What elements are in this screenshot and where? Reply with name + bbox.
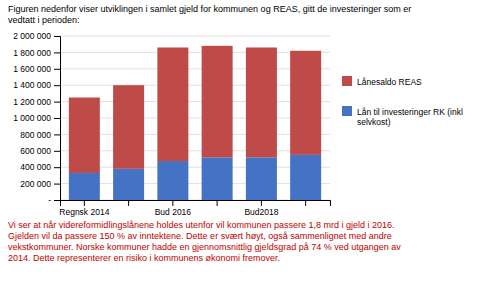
- series: [69, 155, 321, 200]
- tick-label: -: [48, 195, 51, 205]
- grid-line: [60, 167, 330, 168]
- tick: Bud 2016: [155, 200, 192, 217]
- tick-mark: [54, 52, 60, 53]
- tick-label: 800 000: [20, 130, 51, 140]
- x-axis: Regnsk 2014 Bud 2016 Bud2018: [59, 200, 330, 217]
- bar: [157, 47, 188, 161]
- plot: - 200 000 400 000 600 000 800 000 1 000 000 1 …: [13, 31, 330, 217]
- tick: 2 000 000: [13, 31, 60, 41]
- tick-mark: [54, 167, 60, 168]
- series: [69, 46, 321, 173]
- legend-item: Lån til investeringer RK (inklselvkost): [342, 106, 463, 127]
- tick-mark: [54, 200, 60, 201]
- tick: Regnsk 2014: [59, 200, 109, 217]
- tick-label: 1 200 000: [13, 97, 51, 107]
- tick: 600 000: [20, 146, 60, 156]
- legend-swatch: [342, 106, 352, 116]
- axis-line: [61, 201, 331, 207]
- tick-mark: [54, 151, 60, 152]
- legend-item: Lånesaldo REAS: [342, 76, 422, 87]
- legend-label: Lån til investeringer RK (inklselvkost): [357, 107, 463, 127]
- grid-line: [60, 52, 330, 53]
- text-line: 2014. Dette representerer en risiko i ko…: [8, 253, 280, 263]
- grid-line: [60, 68, 330, 69]
- bar: [246, 47, 277, 157]
- tick-mark: [54, 85, 60, 86]
- tick-label: Bud2018: [244, 207, 278, 217]
- tick-label: 400 000: [20, 162, 51, 172]
- tick-mark: [54, 69, 60, 70]
- text-line: Lån til investeringer RK (inkl: [357, 107, 463, 117]
- tick: 200 000: [20, 179, 60, 189]
- tick: [305, 200, 306, 206]
- text-line: Lånesaldo REAS: [357, 77, 422, 87]
- tick-mark: [54, 36, 60, 37]
- tick-label: Bud 2016: [155, 207, 192, 217]
- tick-mark: [84, 200, 85, 206]
- tick-label: 200 000: [20, 179, 51, 189]
- title: Figuren nedenfor viser utviklingen i sam…: [8, 4, 411, 25]
- tick: 400 000: [20, 162, 60, 172]
- text-line: selvkost): [357, 117, 391, 127]
- bar: [113, 169, 144, 200]
- grid-line: [60, 183, 330, 184]
- tick-mark: [261, 200, 262, 206]
- tick: 1 000 000: [13, 113, 60, 123]
- text-line: Vi ser at når videreformidlingslånene ho…: [8, 220, 395, 230]
- tick-label: 2 000 000: [13, 31, 51, 41]
- grid: [60, 36, 330, 200]
- bars: [69, 46, 321, 200]
- grid-line: [60, 150, 330, 151]
- bar: [69, 98, 100, 173]
- tick: 1 200 000: [13, 97, 60, 107]
- tick-mark: [54, 118, 60, 119]
- tick: 800 000: [20, 130, 60, 140]
- tick: 1 400 000: [13, 80, 60, 90]
- chart: Figuren nedenfor viser utviklingen i sam…: [0, 0, 504, 297]
- tick-mark: [305, 200, 306, 206]
- bar: [290, 51, 321, 155]
- legend: Lånesaldo REAS Lån til investeringer RK (…: [342, 76, 463, 127]
- grid-line: [60, 85, 330, 86]
- tick: -: [48, 195, 60, 205]
- tick: 1 800 000: [13, 48, 60, 58]
- bar: [113, 85, 144, 169]
- y-axis: - 200 000 400 000 600 000 800 000 1 000 000 1 …: [13, 31, 60, 205]
- tick-mark: [217, 200, 218, 206]
- tick-label: 1 000 000: [13, 113, 51, 123]
- tick-label: 1 800 000: [13, 48, 51, 58]
- tick: 1 600 000: [13, 64, 60, 74]
- tick-mark: [54, 134, 60, 135]
- axis-line: [54, 37, 61, 201]
- tick-label: 1 400 000: [13, 80, 51, 90]
- grid-line: [60, 101, 330, 102]
- tick-mark: [172, 200, 173, 206]
- legend-swatch: [342, 76, 352, 86]
- tick-label: 600 000: [20, 146, 51, 156]
- text-line: vekstkommuner. Norske kommuner hadde en …: [8, 242, 401, 252]
- grid-line: [60, 118, 330, 119]
- bar: [69, 173, 100, 200]
- tick-label: Regnsk 2014: [59, 207, 109, 217]
- tick-mark: [54, 184, 60, 185]
- tick: [217, 200, 218, 206]
- grid-line: [60, 134, 330, 135]
- tick-mark: [128, 200, 129, 206]
- text-line: Gjelden vil da passere 150 % av inntekte…: [8, 231, 392, 241]
- bar: [157, 161, 188, 200]
- bar: [202, 157, 233, 200]
- annotation: Vi ser at når videreformidlingslånene ho…: [8, 220, 401, 263]
- tick: Bud2018: [244, 200, 278, 217]
- bar: [290, 155, 321, 200]
- text-line: Figuren nedenfor viser utviklingen i sam…: [8, 4, 411, 14]
- bar: [246, 157, 277, 200]
- tick-mark: [54, 102, 60, 103]
- bar: [202, 46, 233, 158]
- grid-line: [60, 36, 330, 37]
- tick-label: 1 600 000: [13, 64, 51, 74]
- tick: [128, 200, 129, 206]
- legend-label: Lånesaldo REAS: [357, 77, 422, 87]
- text-line: vedtatt i perioden:: [8, 15, 80, 25]
